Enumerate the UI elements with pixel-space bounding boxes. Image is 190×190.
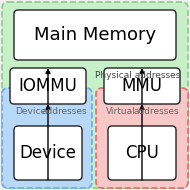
Text: IOMMU: IOMMU bbox=[19, 77, 78, 95]
Text: CPU: CPU bbox=[125, 144, 159, 162]
Text: Physical addresses: Physical addresses bbox=[95, 71, 180, 81]
FancyBboxPatch shape bbox=[96, 88, 188, 188]
Text: addresses: addresses bbox=[133, 108, 179, 116]
Text: Device: Device bbox=[20, 144, 77, 162]
Text: Virtual: Virtual bbox=[106, 108, 136, 116]
Text: Main Memory: Main Memory bbox=[34, 26, 156, 44]
FancyBboxPatch shape bbox=[14, 126, 82, 180]
Text: MMU: MMU bbox=[121, 77, 162, 95]
Text: addresses: addresses bbox=[42, 108, 88, 116]
FancyBboxPatch shape bbox=[14, 10, 176, 60]
FancyBboxPatch shape bbox=[104, 68, 180, 104]
FancyBboxPatch shape bbox=[2, 2, 188, 188]
FancyBboxPatch shape bbox=[10, 68, 86, 104]
FancyBboxPatch shape bbox=[2, 88, 92, 188]
Text: Device: Device bbox=[15, 108, 46, 116]
FancyBboxPatch shape bbox=[108, 126, 176, 180]
